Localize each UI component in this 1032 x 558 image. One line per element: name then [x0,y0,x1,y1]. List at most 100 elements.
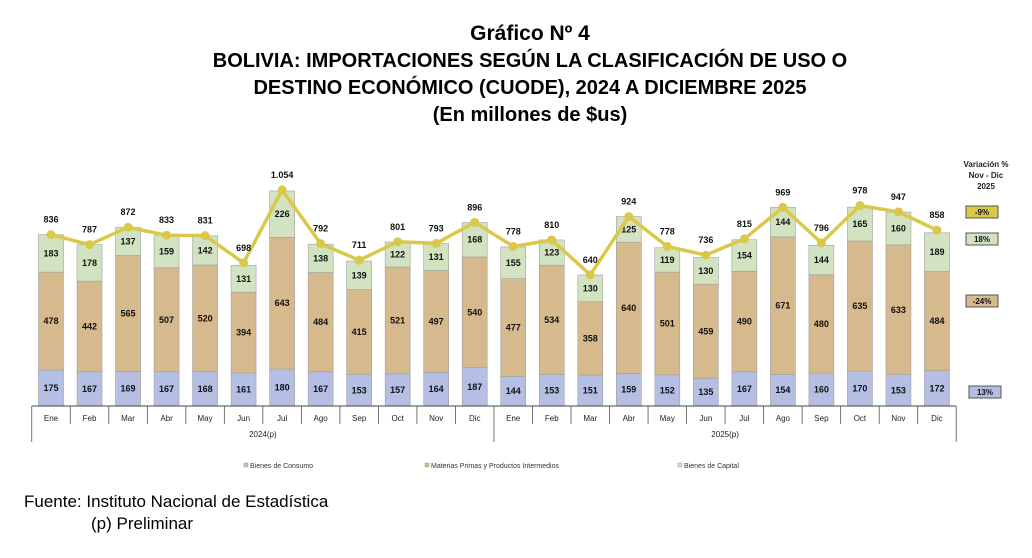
variation-title: Nov - Dic [969,171,1004,180]
data-label: 154 [775,385,790,395]
data-label: 139 [352,270,367,280]
bar-segment [770,374,796,407]
bar-segment [76,280,103,373]
total-point [585,270,595,280]
total-point [200,231,210,241]
variation-label: 18% [974,235,990,244]
x-tick-label: May [198,414,213,423]
total-label: 792 [313,224,328,234]
data-label: 153 [352,385,367,395]
bar-segment [38,271,64,371]
data-label: 640 [621,303,636,313]
data-label: 157 [390,385,405,395]
x-tick-label: Mar [121,414,135,423]
bar-segment [924,232,950,272]
data-label: 151 [583,386,598,396]
data-label: 130 [583,283,598,293]
total-point [932,225,942,235]
data-label: 178 [82,258,97,268]
chart-title: Gráfico Nº 4 [470,22,590,45]
data-label: 497 [429,316,444,326]
x-group-label: 2025(p) [711,430,739,439]
data-label: 161 [236,384,251,394]
total-label: 796 [814,223,829,233]
bar-segment [461,367,488,407]
bar-segment [615,373,642,407]
bar-segment [847,370,873,407]
variation-label: -9% [975,208,989,217]
bar-segment [693,257,719,285]
x-tick-label: Dic [469,414,481,423]
total-label: 815 [737,219,752,229]
total-point [778,202,788,212]
x-tick-label: Jun [237,414,250,423]
bar-segment [192,264,218,372]
legend-label: Bienes de Consumo [250,463,313,470]
data-label: 153 [891,385,906,395]
x-tick-label: Jun [699,414,712,423]
data-label: 135 [698,387,713,397]
bar-segment [693,283,719,379]
data-label: 484 [929,316,944,326]
data-label: 484 [313,317,328,327]
bar-segment [384,266,411,375]
x-tick-label: Feb [545,414,559,423]
total-point [431,238,441,248]
total-label: 793 [429,223,444,233]
bar-segment [924,370,950,407]
data-label: 168 [198,384,213,394]
total-label: 978 [852,186,867,196]
data-label: 520 [198,313,213,323]
bar-segment [731,271,758,373]
data-label: 138 [313,253,328,263]
total-point [123,222,133,232]
legend-swatch [677,462,683,468]
bar-segment [76,244,103,282]
data-label: 394 [236,328,251,338]
bar-segment [770,236,796,375]
bar-segment [384,373,411,407]
bar-segment [808,372,835,407]
data-label: 633 [891,305,906,315]
total-point [855,201,865,211]
variation-title: 2025 [977,182,995,191]
chart-subtitle-2: DESTINO ECONÓMICO (CUODE), 2024 A DICIEM… [253,77,807,99]
data-label: 167 [82,384,97,394]
total-label: 640 [583,255,598,265]
total-label: 736 [698,235,713,245]
x-tick-label: Abr [623,414,636,423]
variation-box [965,294,999,308]
bar-segment [500,376,527,407]
data-label: 187 [467,382,482,392]
bar-segment [654,271,681,376]
x-tick-label: Ene [506,414,521,423]
x-tick-label: May [660,414,675,423]
data-label: 478 [43,316,58,326]
bar-segment [577,374,604,407]
total-label: 711 [352,240,367,250]
total-point [46,230,56,240]
bar-segment [924,271,950,372]
total-point [893,207,903,217]
data-label: 170 [852,384,867,394]
data-label: 131 [429,252,444,262]
data-label: 167 [159,384,174,394]
data-label: 540 [467,307,482,317]
total-label: 858 [929,210,944,220]
x-tick-label: Jul [739,414,749,423]
bar-segment [808,274,835,374]
bar-segment [423,243,450,271]
data-label: 123 [544,248,559,258]
data-label: 175 [43,383,58,393]
total-label: 778 [506,227,521,237]
total-point [162,230,172,240]
data-label: 131 [236,274,251,284]
total-label: 778 [660,227,675,237]
data-label: 153 [544,385,559,395]
x-tick-label: Sep [814,414,829,423]
bar-segment [500,246,527,279]
bar-segment [230,291,257,374]
data-label: 168 [467,235,482,245]
x-tick-label: Nov [891,414,905,423]
data-label: 155 [506,258,521,268]
